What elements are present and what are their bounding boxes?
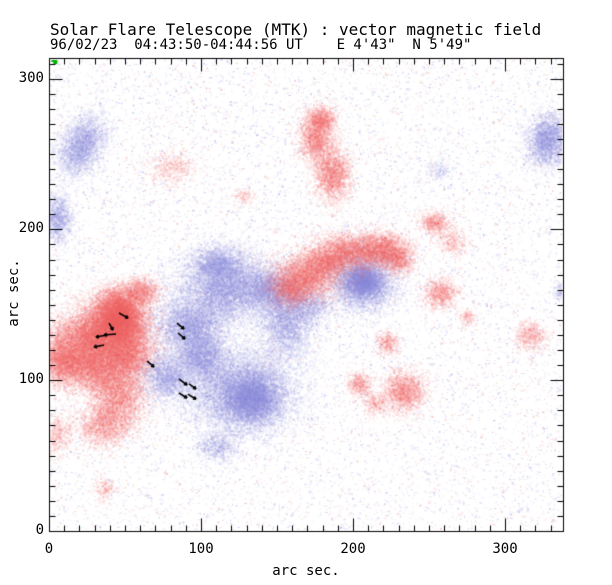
x-tick-label: 200 xyxy=(340,541,366,557)
y-tick-label: 300 xyxy=(18,69,44,86)
y-tick-label: 200 xyxy=(18,220,44,237)
plot-subtitle: 96/02/23 04:43:50-04:44:56 UT E 4'43" N … xyxy=(50,37,472,53)
x-axis-label: arc sec. xyxy=(272,563,340,579)
y-tick-label: 100 xyxy=(18,371,44,388)
y-tick-label: 0 xyxy=(35,522,44,538)
x-tick-label: 300 xyxy=(492,541,518,557)
y-axis-label: arc sec. xyxy=(6,259,22,327)
plot-title: Solar Flare Telescope (MTK) : vector mag… xyxy=(50,20,542,39)
x-tick-label: 0 xyxy=(44,541,54,557)
x-tick-label: 100 xyxy=(188,541,214,557)
